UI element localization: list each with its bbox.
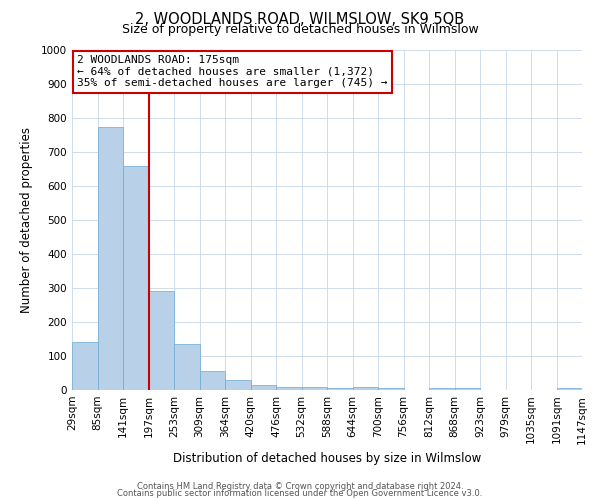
Bar	[72, 342, 97, 390]
Y-axis label: Number of detached properties: Number of detached properties	[20, 127, 32, 313]
Bar	[251, 385, 276, 390]
Bar	[97, 126, 123, 390]
Bar	[276, 386, 302, 390]
Bar	[149, 292, 174, 390]
Bar	[353, 386, 378, 390]
Bar	[429, 388, 455, 390]
Bar	[225, 380, 251, 390]
Bar	[327, 388, 353, 390]
Bar	[455, 388, 480, 390]
Bar	[378, 388, 404, 390]
X-axis label: Distribution of detached houses by size in Wilmslow: Distribution of detached houses by size …	[173, 452, 481, 465]
Text: Contains HM Land Registry data © Crown copyright and database right 2024.: Contains HM Land Registry data © Crown c…	[137, 482, 463, 491]
Bar	[199, 372, 225, 390]
Bar	[302, 386, 327, 390]
Bar	[557, 388, 582, 390]
Bar	[174, 344, 199, 390]
Text: Size of property relative to detached houses in Wilmslow: Size of property relative to detached ho…	[122, 22, 478, 36]
Text: 2 WOODLANDS ROAD: 175sqm
← 64% of detached houses are smaller (1,372)
35% of sem: 2 WOODLANDS ROAD: 175sqm ← 64% of detach…	[77, 55, 388, 88]
Bar	[123, 166, 149, 390]
Text: 2, WOODLANDS ROAD, WILMSLOW, SK9 5QB: 2, WOODLANDS ROAD, WILMSLOW, SK9 5QB	[136, 12, 464, 28]
Text: Contains public sector information licensed under the Open Government Licence v3: Contains public sector information licen…	[118, 489, 482, 498]
